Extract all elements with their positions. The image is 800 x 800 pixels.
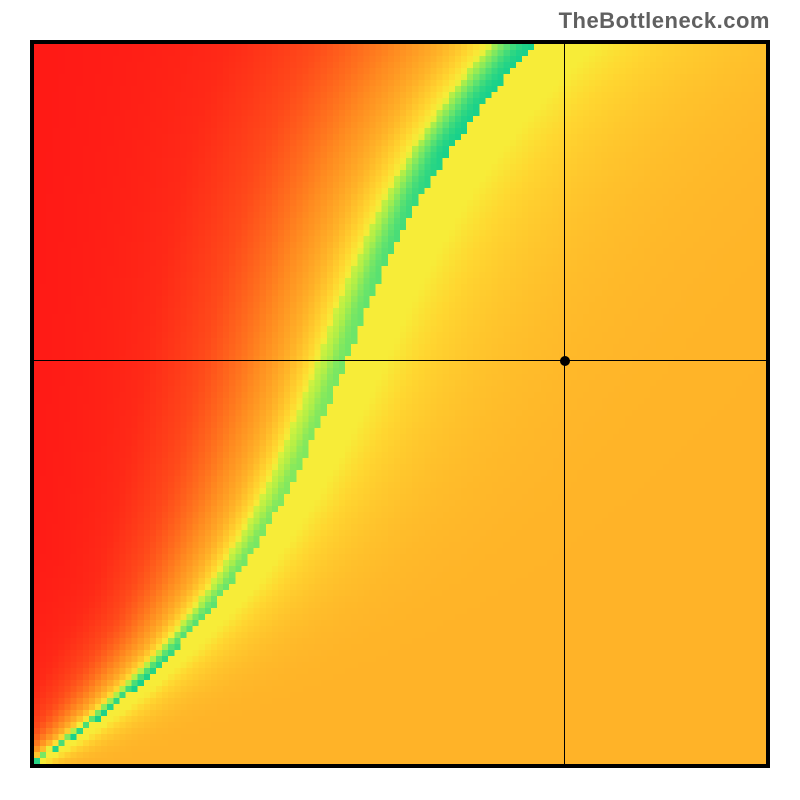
watermark-text: TheBottleneck.com	[559, 8, 770, 34]
crosshair-horizontal	[34, 360, 766, 361]
plot-frame	[30, 40, 770, 768]
chart-container: TheBottleneck.com	[0, 0, 800, 800]
crosshair-vertical	[564, 44, 565, 764]
crosshair-marker	[560, 356, 570, 366]
